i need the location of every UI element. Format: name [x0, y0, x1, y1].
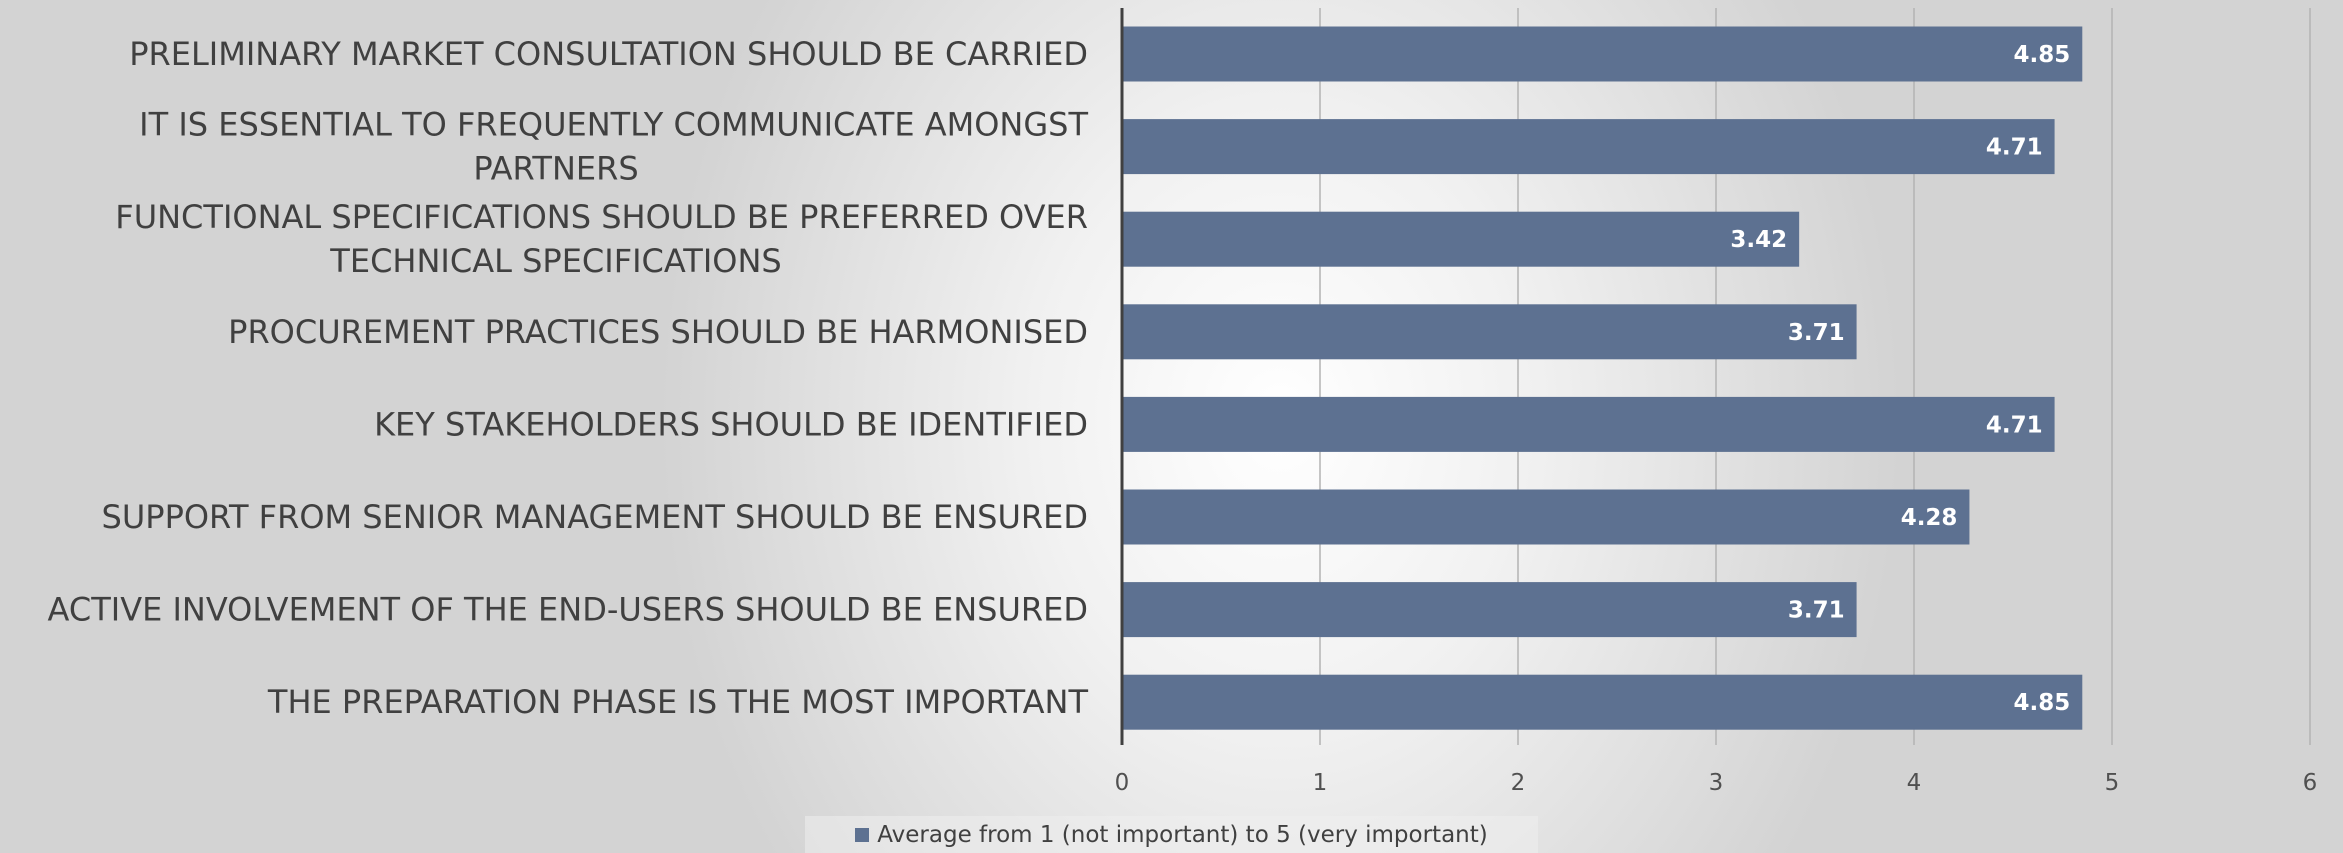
bar — [1122, 211, 1800, 267]
bar — [1122, 674, 2083, 730]
category-label: PRELIMINARY MARKET CONSULTATION SHOULD B… — [129, 35, 1088, 73]
bar — [1122, 396, 2055, 452]
category-label: ACTIVE INVOLVEMENT OF THE END-USERS SHOU… — [48, 591, 1088, 629]
bar — [1122, 26, 2083, 82]
legend-label: Average from 1 (not important) to 5 (ver… — [877, 821, 1488, 848]
data-label: 3.71 — [1788, 598, 1845, 624]
x-tick-label: 0 — [1115, 770, 1130, 796]
data-label: 4.28 — [1901, 505, 1958, 531]
bar — [1122, 489, 1970, 545]
x-tick-label: 1 — [1313, 770, 1328, 796]
category-label: IT IS ESSENTIAL TO FREQUENTLY COMMUNICAT… — [139, 106, 1088, 188]
legend-swatch — [855, 827, 870, 842]
category-label: PROCUREMENT PRACTICES SHOULD BE HARMONIS… — [228, 313, 1088, 351]
data-label: 3.71 — [1788, 320, 1845, 346]
x-tick-label: 5 — [2105, 770, 2120, 796]
legend: Average from 1 (not important) to 5 (ver… — [805, 816, 1538, 853]
bar — [1122, 582, 1857, 638]
x-tick-label: 3 — [1709, 770, 1724, 796]
data-label: 4.85 — [2014, 690, 2071, 716]
bar — [1122, 119, 2055, 175]
category-label: SUPPORT FROM SENIOR MANAGEMENT SHOULD BE… — [102, 498, 1088, 536]
x-tick-label: 4 — [1907, 770, 1922, 796]
data-label: 4.71 — [1986, 412, 2043, 438]
category-label: KEY STAKEHOLDERS SHOULD BE IDENTIFIED — [374, 405, 1088, 443]
x-tick-label: 6 — [2303, 770, 2318, 796]
data-label: 4.85 — [2014, 42, 2071, 68]
x-tick-label: 2 — [1511, 770, 1526, 796]
category-label: FUNCTIONAL SPECIFICATIONS SHOULD BE PREF… — [115, 198, 1088, 280]
category-label: THE PREPARATION PHASE IS THE MOST IMPORT… — [267, 683, 1089, 721]
data-label: 3.42 — [1730, 227, 1787, 253]
bar — [1122, 304, 1857, 360]
data-label: 4.71 — [1986, 135, 2043, 161]
